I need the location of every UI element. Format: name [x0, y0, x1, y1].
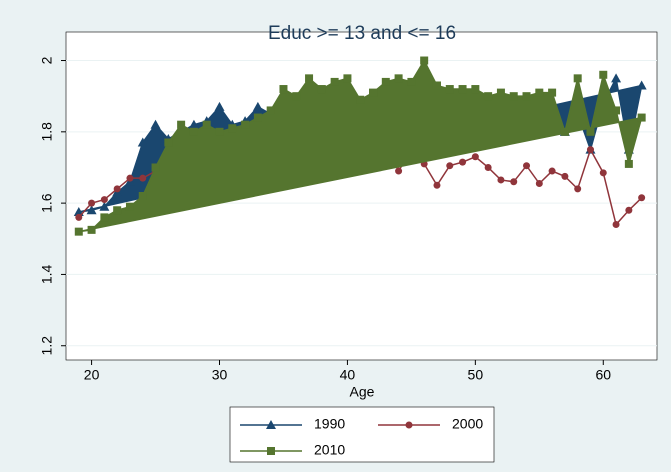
legend-label: 2010 [314, 442, 345, 458]
marker [228, 124, 237, 133]
marker [624, 159, 633, 168]
x-tick-label: 60 [595, 367, 611, 383]
y-tick-label: 1.2 [39, 336, 55, 356]
marker [420, 56, 429, 65]
marker [343, 74, 352, 83]
x-tick-label: 20 [84, 367, 100, 383]
marker [88, 199, 96, 207]
marker [637, 113, 646, 122]
marker [150, 119, 161, 129]
marker [113, 206, 122, 215]
legend-label: 1990 [314, 416, 345, 432]
marker [599, 70, 608, 79]
marker [523, 162, 531, 170]
y-tick-label: 1.6 [39, 193, 55, 213]
marker [86, 205, 97, 215]
marker [497, 176, 505, 184]
marker [189, 127, 198, 136]
x-tick-label: 40 [340, 367, 356, 383]
marker [560, 127, 569, 136]
marker [279, 85, 288, 94]
marker [99, 201, 110, 211]
marker [611, 73, 622, 83]
y-tick-label: 1.4 [39, 264, 55, 284]
marker [87, 225, 96, 234]
marker [471, 153, 479, 161]
marker [548, 167, 556, 175]
marker [636, 80, 647, 90]
marker [177, 120, 186, 129]
marker [214, 101, 225, 111]
marker [215, 127, 224, 136]
marker [612, 106, 621, 115]
marker [561, 172, 569, 180]
legend-marker [267, 447, 275, 455]
y-tick-label: 1.8 [39, 122, 55, 142]
marker [509, 92, 518, 101]
marker [586, 127, 595, 136]
marker [573, 74, 582, 83]
marker [638, 194, 646, 202]
marker [535, 88, 544, 97]
marker [484, 163, 492, 171]
marker [407, 77, 416, 86]
marker [139, 174, 147, 182]
marker [574, 185, 582, 193]
marker [202, 120, 211, 129]
marker [317, 85, 326, 94]
marker [266, 106, 275, 115]
marker [188, 119, 199, 129]
marker [458, 85, 467, 94]
marker [126, 174, 134, 182]
marker [394, 74, 403, 83]
legend-marker [405, 421, 413, 429]
marker [252, 101, 263, 111]
marker [548, 88, 557, 97]
marker [253, 113, 262, 122]
marker [459, 158, 467, 166]
marker [292, 92, 301, 101]
marker [125, 202, 134, 211]
marker [522, 92, 531, 101]
marker [432, 81, 441, 90]
marker [446, 162, 454, 170]
marker [100, 196, 108, 204]
marker [113, 185, 121, 193]
legend-marker [266, 420, 276, 429]
marker [381, 77, 390, 86]
marker [612, 221, 620, 229]
marker [137, 137, 148, 147]
marker [395, 167, 403, 175]
marker [445, 85, 454, 94]
marker [151, 163, 160, 172]
marker [510, 178, 518, 186]
marker [241, 120, 250, 129]
marker [356, 95, 365, 104]
chart-title: Educ >= 13 and <= 16 [268, 23, 456, 44]
marker [484, 92, 493, 101]
legend-label: 2000 [452, 416, 483, 432]
marker [369, 88, 378, 97]
marker [74, 227, 83, 236]
marker [471, 85, 480, 94]
x-axis-title: Age [350, 384, 375, 400]
marker [305, 74, 314, 83]
marker [75, 213, 83, 221]
series-line [78, 58, 643, 233]
x-tick-label: 30 [212, 367, 228, 383]
marker [625, 206, 633, 214]
marker [433, 181, 441, 189]
marker [330, 77, 339, 86]
marker [138, 192, 147, 200]
marker [164, 138, 173, 147]
y-tick-label: 2 [39, 56, 55, 64]
marker [586, 146, 594, 154]
marker [535, 180, 543, 188]
marker [496, 88, 505, 97]
marker [599, 169, 607, 177]
marker [100, 213, 109, 222]
x-tick-label: 50 [468, 367, 484, 383]
